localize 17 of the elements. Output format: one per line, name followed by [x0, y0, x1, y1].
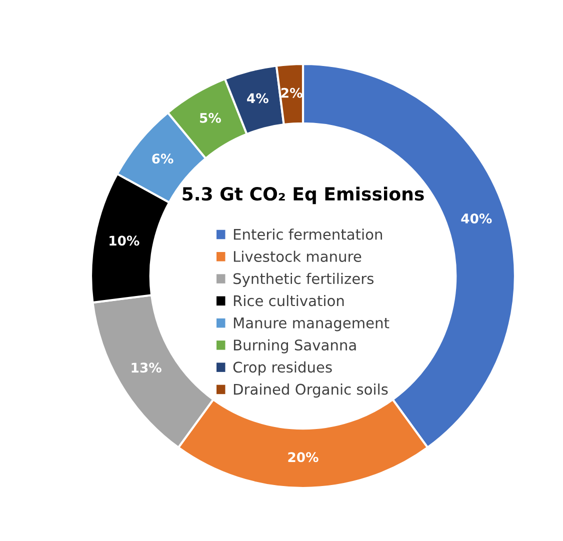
data-label: 4% — [247, 93, 268, 104]
data-label: 10% — [110, 236, 140, 246]
legend-label: Synthetic fertilizers — [234, 272, 374, 287]
data-label: 6% — [152, 154, 174, 164]
legend-label: Burning Savanna — [234, 339, 356, 354]
legend-label: Crop residues — [233, 361, 332, 376]
legend-label: Rice cultivation — [234, 294, 344, 306]
data-label: 2% — [281, 88, 302, 98]
legend-label: Livestock manure — [234, 250, 362, 262]
text: 5.3 Gt CO₂ Eq Emissions — [182, 186, 424, 204]
data-label: 20% — [288, 452, 318, 462]
data-label: 13% — [132, 362, 162, 373]
data-label: 5% — [200, 112, 221, 123]
legend-label: Drained Organic soils — [234, 384, 388, 398]
legend-label: Manure management — [234, 318, 390, 332]
data-label: 40% — [461, 214, 492, 224]
legend-label: Enteric fermentation — [234, 228, 382, 240]
